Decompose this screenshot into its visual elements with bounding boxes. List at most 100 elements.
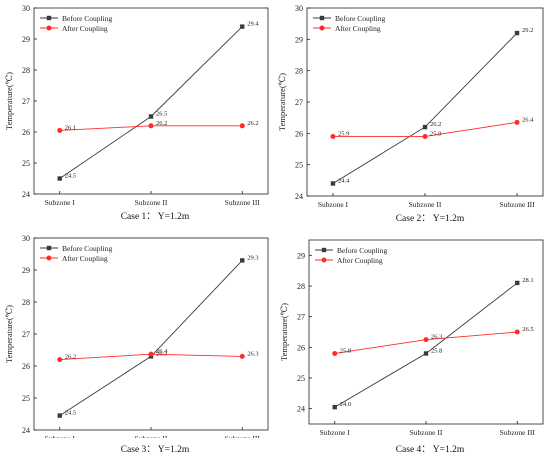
y-tick-label: 27 [295, 98, 303, 107]
data-label: 26.4 [522, 116, 534, 123]
y-tick-label: 28 [297, 282, 305, 291]
data-label: 26.3 [247, 350, 258, 357]
y-tick-label: 24 [295, 192, 303, 201]
point-before [148, 114, 154, 119]
point-before [240, 258, 245, 263]
legend-label: After Coupling [337, 256, 383, 265]
point-before [240, 24, 245, 29]
y-tick-label: 26 [295, 129, 303, 138]
y-tick-label: 25 [297, 374, 305, 383]
point-before [57, 413, 62, 418]
legend-label: Before Coupling [62, 244, 112, 253]
point-before [515, 280, 520, 286]
legend-label: After Coupling [62, 254, 108, 263]
y-tick-label: 24 [297, 405, 305, 414]
y-tick-label: 28 [22, 298, 30, 307]
y-tick-label: 29 [22, 35, 30, 44]
y-tick-label: 30 [295, 4, 303, 13]
series-line-before [332, 32, 518, 184]
x-tick-label: Subzone II [135, 434, 168, 438]
legend-label: Before Coupling [337, 246, 387, 255]
data-label: 26.5 [522, 326, 533, 333]
data-label: 25.8 [340, 347, 351, 354]
legend-marker-before [321, 247, 327, 253]
legend-marker-after [321, 257, 327, 263]
y-tick-label: 25 [22, 159, 30, 168]
y-tick-label: 24 [22, 426, 30, 435]
x-tick-label: Subzone I [45, 434, 76, 438]
point-after [239, 353, 245, 359]
point-before [514, 30, 520, 36]
legend-label: Before Coupling [335, 14, 385, 23]
x-tick-label: Subzone III [500, 428, 536, 437]
x-tick-label: Subzone II [135, 198, 168, 207]
point-after [330, 133, 336, 139]
legend-marker-after [319, 25, 325, 31]
legend-marker-after [46, 25, 52, 31]
chart-case-1-caption: Case 1： Y=1.2m [120, 212, 190, 222]
data-label: 25.9 [430, 130, 441, 137]
plot-frame [306, 7, 544, 197]
data-label: 26.3 [156, 350, 167, 357]
series-line-before [59, 260, 243, 416]
data-label: 25.8 [431, 347, 442, 354]
point-after [332, 350, 338, 356]
y-tick-label: 30 [22, 4, 30, 13]
data-label: 29.4 [247, 21, 259, 28]
point-after [239, 123, 245, 129]
y-tick-label: 29 [297, 251, 305, 260]
chart-case-3-caption: Case 3： Y=1.2m [120, 445, 190, 455]
point-before [332, 404, 337, 410]
y-tick-label: 24 [22, 190, 30, 199]
legend-marker-after [46, 255, 52, 261]
x-tick-label: Subzone III [225, 198, 261, 207]
point-after [57, 127, 63, 133]
x-tick-label: Subzone II [410, 428, 443, 437]
legend-label: After Coupling [62, 24, 108, 33]
y-tick-label: 26 [297, 343, 305, 352]
y-tick-label: 26 [22, 128, 30, 137]
chart-case-4-caption: Case 4： Y=1.2m [395, 445, 465, 455]
data-label: 26.2 [430, 121, 441, 128]
plot-frame [33, 237, 269, 431]
y-tick-label: 27 [297, 313, 305, 322]
chart-case-1-svg: 24 25 26 27 28 29 30 Temperature(℃) Subzone I Sub… [4, 4, 269, 207]
x-tick-label: Subzone III [225, 434, 261, 438]
point-after [514, 119, 520, 125]
chart-case-3-svg: 24 25 26 27 28 29 30 Temperature(℃) Subzone I Sub… [4, 234, 269, 438]
chart-case-4: 24 25 26 27 28 29 Temperature(℃) Subzone I Subzo… [275, 228, 550, 440]
y-tick-label: 27 [22, 97, 30, 106]
y-tick-label: 29 [22, 266, 30, 275]
x-tick-label: Subzone I [318, 200, 349, 209]
data-label: 28.1 [522, 277, 533, 284]
point-after [148, 351, 154, 357]
legend-marker-before [46, 15, 52, 21]
x-tick-label: Subzone III [499, 200, 535, 209]
legend-label: Before Coupling [62, 14, 112, 23]
data-label: 29.3 [247, 254, 258, 261]
x-tick-label: Subzone II [409, 200, 442, 209]
x-tick-label: Subzone I [320, 428, 351, 437]
y-axis-label: Temperature(℃) [279, 303, 289, 361]
data-label: 26.5 [156, 111, 167, 118]
data-label: 24.0 [340, 401, 351, 408]
y-tick-label: 28 [22, 66, 30, 75]
point-after [422, 133, 428, 139]
y-tick-label: 25 [295, 161, 303, 170]
y-tick-label: 30 [22, 234, 30, 243]
chart-case-1: 24 25 26 27 28 29 30 Temperature(℃) Subzone I Sub… [0, 0, 275, 210]
series-line-before [334, 282, 518, 408]
legend-marker-before [319, 15, 325, 21]
y-tick-label: 26 [22, 362, 30, 371]
data-label: 25.9 [338, 130, 349, 137]
point-after [423, 337, 429, 343]
y-axis-label: Temperature(℃) [277, 73, 287, 131]
series-line-before [59, 26, 243, 179]
data-label: 26.2 [247, 120, 258, 127]
data-label: 24.5 [65, 173, 76, 180]
point-after [148, 123, 154, 129]
chart-case-2-svg: 24 25 26 27 28 29 30 Temperature(℃) Subzone I Sub… [277, 4, 544, 209]
data-label: 26.4 [156, 348, 168, 355]
chart-case-3: 24 25 26 27 28 29 30 Temperature(℃) Subzone I Sub… [0, 228, 275, 438]
data-label: 24.5 [65, 410, 76, 417]
